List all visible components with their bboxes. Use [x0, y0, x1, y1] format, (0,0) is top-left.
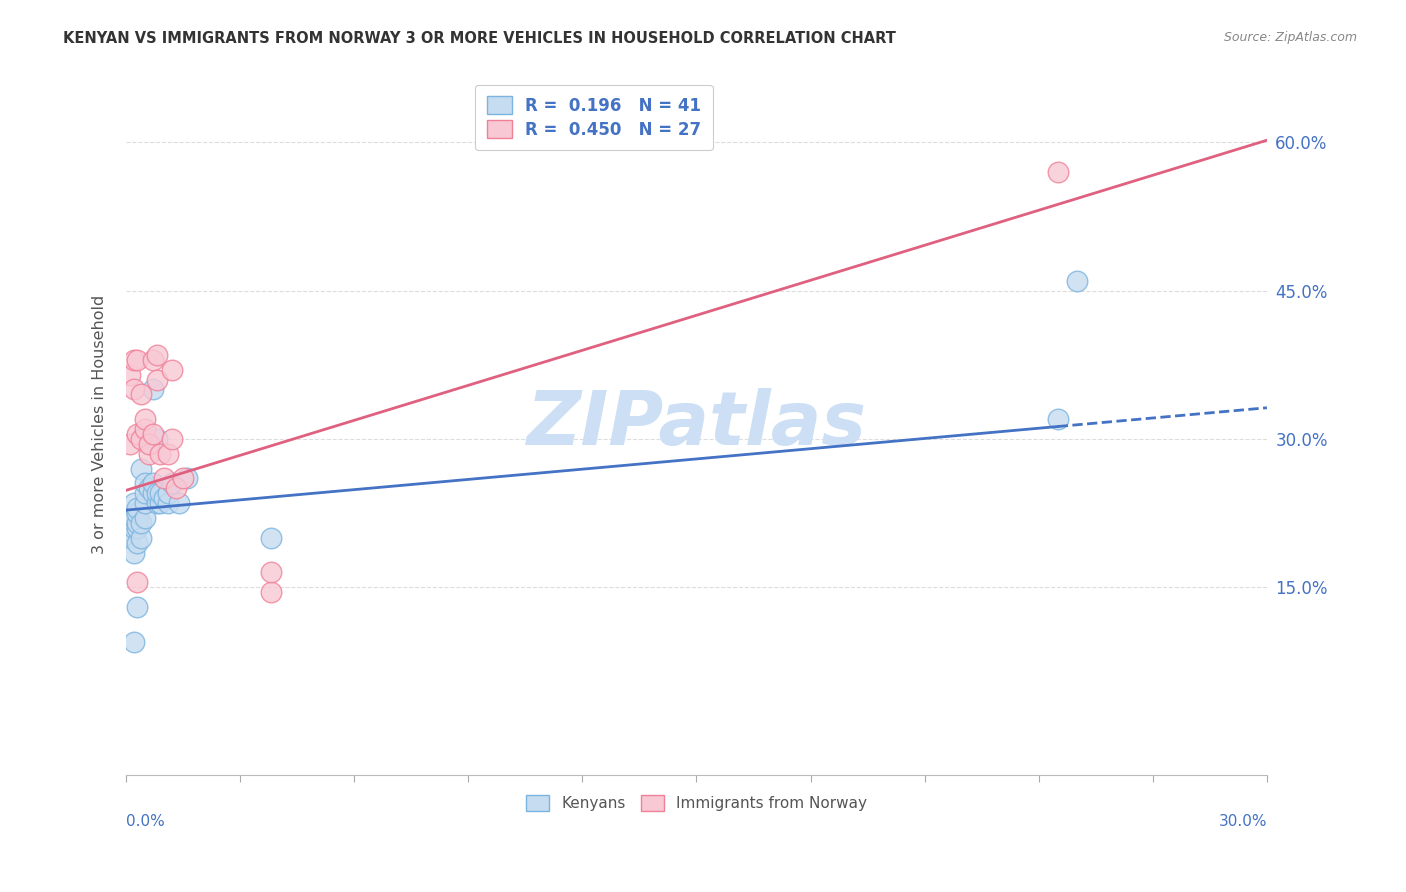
Point [160, 362, 183, 376]
Point [122, 352, 145, 367]
Point [138, 447, 160, 461]
Point [172, 471, 194, 485]
Point [153, 471, 176, 485]
Point [127, 535, 149, 549]
Point [156, 486, 179, 500]
Point [127, 575, 149, 590]
Point [145, 432, 167, 446]
Point [156, 447, 179, 461]
Point [127, 352, 149, 367]
Point [145, 373, 167, 387]
Text: ZIPatlas: ZIPatlas [526, 387, 866, 460]
Point [165, 481, 187, 495]
Point [176, 471, 198, 485]
Point [122, 496, 145, 510]
Point [134, 486, 156, 500]
Point [145, 496, 167, 510]
Point [118, 516, 141, 530]
Point [259, 585, 281, 599]
Text: KENYAN VS IMMIGRANTS FROM NORWAY 3 OR MORE VEHICLES IN HOUSEHOLD CORRELATION CHA: KENYAN VS IMMIGRANTS FROM NORWAY 3 OR MO… [63, 31, 896, 46]
Point [145, 348, 167, 362]
Point [169, 496, 191, 510]
Text: Source: ZipAtlas.com: Source: ZipAtlas.com [1223, 31, 1357, 45]
Point [118, 516, 141, 530]
Point [138, 437, 160, 451]
Point [1046, 412, 1069, 426]
Legend: Kenyans, Immigrants from Norway: Kenyans, Immigrants from Norway [517, 786, 876, 820]
Point [129, 387, 152, 401]
Point [129, 432, 152, 446]
Point [259, 531, 281, 545]
Point [127, 600, 149, 615]
Point [122, 521, 145, 535]
Point [127, 501, 149, 516]
Text: 0.0%: 0.0% [127, 814, 165, 829]
Point [160, 432, 183, 446]
Point [145, 486, 167, 500]
Point [142, 352, 165, 367]
Point [153, 491, 176, 506]
Point [134, 511, 156, 525]
Point [118, 437, 141, 451]
Point [127, 506, 149, 520]
Point [142, 383, 165, 397]
Point [129, 516, 152, 530]
Point [134, 476, 156, 491]
Point [134, 496, 156, 510]
Point [142, 427, 165, 442]
Point [122, 546, 145, 560]
Point [1046, 165, 1069, 179]
Y-axis label: 3 or more Vehicles in Household: 3 or more Vehicles in Household [93, 294, 107, 554]
Point [1066, 274, 1088, 288]
Point [134, 412, 156, 426]
Text: 30.0%: 30.0% [1219, 814, 1267, 829]
Point [122, 383, 145, 397]
Point [149, 496, 172, 510]
Point [138, 437, 160, 451]
Point [118, 511, 141, 525]
Point [259, 566, 281, 580]
Point [122, 511, 145, 525]
Point [138, 481, 160, 495]
Point [156, 496, 179, 510]
Point [118, 368, 141, 382]
Point [149, 486, 172, 500]
Point [127, 516, 149, 530]
Point [129, 432, 152, 446]
Point [122, 634, 145, 648]
Point [142, 486, 165, 500]
Point [142, 476, 165, 491]
Point [129, 531, 152, 545]
Point [127, 521, 149, 535]
Point [127, 427, 149, 442]
Point [134, 422, 156, 436]
Point [118, 531, 141, 545]
Point [149, 447, 172, 461]
Point [129, 461, 152, 475]
Point [160, 476, 183, 491]
